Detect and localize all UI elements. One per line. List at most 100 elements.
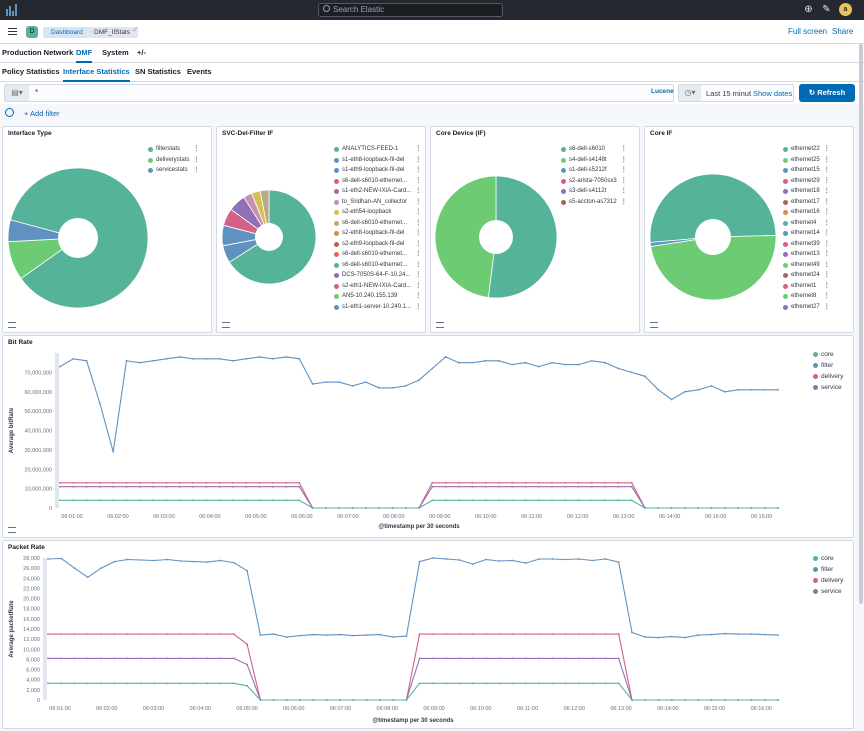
data-point[interactable] [60,682,63,685]
data-point[interactable] [644,636,647,638]
legend-item[interactable]: filterstats ⋮ [148,144,199,155]
data-point[interactable] [140,682,142,685]
data-point[interactable] [524,485,527,488]
data-point[interactable] [153,657,156,660]
legend-options-icon[interactable]: ⋮ [415,198,422,205]
legend-item[interactable]: service [813,586,843,597]
data-point[interactable] [471,481,474,484]
series-line-delivery[interactable] [48,633,778,701]
data-point[interactable] [591,657,594,660]
data-point[interactable] [271,499,274,502]
legend-item[interactable]: ethernet15 ⋮ [783,165,830,176]
data-point[interactable] [245,481,248,484]
data-point[interactable] [271,357,274,360]
data-point[interactable] [312,699,315,701]
data-point[interactable] [178,485,181,488]
data-point[interactable] [444,499,447,502]
data-point[interactable] [578,558,580,560]
data-point[interactable] [378,633,381,636]
data-point[interactable] [285,481,287,484]
data-point[interactable] [112,499,115,502]
data-point[interactable] [670,398,673,401]
series-line-filter[interactable] [59,356,778,452]
data-point[interactable] [298,481,301,484]
data-point[interactable] [192,357,194,360]
data-point[interactable] [232,682,235,685]
data-point[interactable] [630,485,633,488]
data-point[interactable] [444,356,447,358]
pie-slice[interactable] [434,175,497,298]
tab-interface-statistics[interactable]: Interface Statistics [63,67,130,82]
data-point[interactable] [538,657,540,660]
legend-item[interactable]: to_Sridhan-AN_collector ⋮ [334,197,421,208]
data-point[interactable] [551,481,553,484]
data-point[interactable] [138,481,141,484]
data-point[interactable] [630,499,633,502]
legend-item[interactable]: s6-dell-s6010-ethernet... ⋮ [334,260,421,271]
data-point[interactable] [113,657,116,660]
data-point[interactable] [272,699,275,701]
data-point[interactable] [99,402,101,405]
legend-options-icon[interactable]: ⋮ [620,198,627,205]
data-point[interactable] [365,699,368,701]
elastic-logo-icon[interactable] [5,3,19,17]
legend-item[interactable]: ethernet29 ⋮ [783,176,830,187]
data-point[interactable] [206,657,209,660]
legend-item[interactable]: core [813,553,843,564]
data-point[interactable] [458,682,461,685]
data-point[interactable] [259,634,262,636]
data-point[interactable] [47,558,49,560]
data-point[interactable] [604,558,607,560]
data-point[interactable] [286,699,288,701]
data-point[interactable] [165,499,168,502]
legend-options-icon[interactable]: ⋮ [415,177,422,184]
data-point[interactable] [271,485,274,488]
data-point[interactable] [325,699,328,701]
data-point[interactable] [750,507,753,509]
data-point[interactable] [484,359,487,362]
data-point[interactable] [537,499,540,502]
data-point[interactable] [192,485,194,488]
legend-item[interactable]: ethernet13 ⋮ [783,249,830,260]
legend-options-icon[interactable]: ⋮ [823,251,830,257]
data-point[interactable] [644,507,646,509]
data-point[interactable] [564,633,567,635]
data-point[interactable] [551,682,554,685]
data-point[interactable] [286,636,288,638]
data-point[interactable] [72,485,75,488]
data-point[interactable] [86,576,89,579]
data-point[interactable] [537,365,540,368]
data-point[interactable] [631,631,633,634]
inspect-icon[interactable] [650,322,658,328]
data-point[interactable] [577,363,580,366]
data-point[interactable] [657,699,660,701]
data-point[interactable] [59,499,61,502]
data-point[interactable] [564,682,567,685]
language-switcher[interactable]: Lucene [651,88,674,95]
data-point[interactable] [153,559,156,562]
legend-item[interactable]: filter [813,564,843,575]
data-point[interactable] [458,657,461,660]
data-point[interactable] [670,507,673,509]
data-point[interactable] [338,381,341,383]
data-point[interactable] [165,485,168,488]
data-point[interactable] [777,507,779,509]
data-point[interactable] [245,499,248,502]
data-point[interactable] [218,485,221,488]
data-point[interactable] [551,558,554,560]
legend-item[interactable]: ethernet25 ⋮ [783,155,830,166]
series-line-service[interactable] [60,486,778,509]
calendar-icon[interactable]: ◷▾ [679,85,701,101]
data-point[interactable] [285,499,287,502]
legend-options-icon[interactable]: ⋮ [823,219,830,226]
data-point[interactable] [432,557,434,559]
data-point[interactable] [258,481,261,484]
data-point[interactable] [352,699,355,701]
data-point[interactable] [60,633,63,635]
data-point[interactable] [445,558,448,560]
data-point[interactable] [165,481,168,484]
data-point[interactable] [47,633,49,635]
data-point[interactable] [604,633,607,635]
data-point[interactable] [524,633,527,635]
data-point[interactable] [391,507,394,509]
